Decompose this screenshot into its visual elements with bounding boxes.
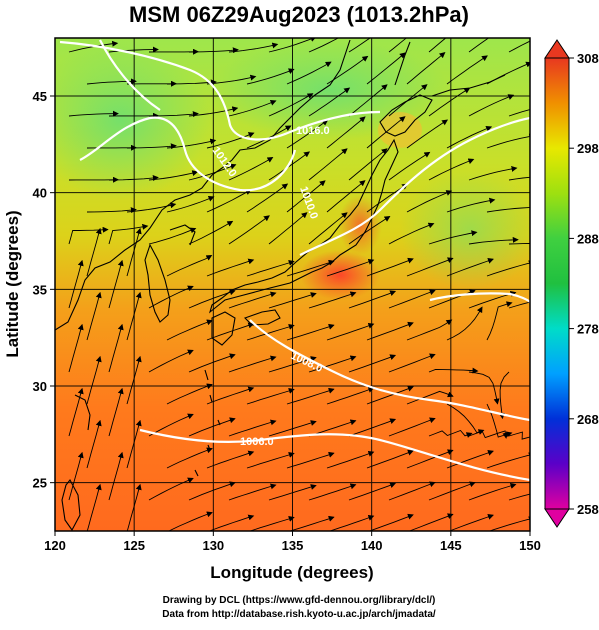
x-tick-label: 130 xyxy=(202,538,224,553)
x-tick-label: 135 xyxy=(282,538,304,553)
x-tick-label: 140 xyxy=(361,538,383,553)
x-tick-label: 145 xyxy=(440,538,462,553)
y-axis: 25 30 35 40 45 xyxy=(33,89,55,491)
y-tick-label: 25 xyxy=(33,476,47,491)
warm-region xyxy=(300,250,380,300)
isobar-label: 1006.0 xyxy=(240,436,274,448)
map-area: 1016.0 1012.0 1010.0 1008.0 1006.0 xyxy=(30,21,558,532)
credit-data: Data from http://database.rish.kyoto-u.a… xyxy=(162,609,436,620)
cool-region xyxy=(30,40,210,200)
x-tick-label: 150 xyxy=(519,538,541,553)
x-axis: 120 125 130 135 140 145 150 xyxy=(44,531,541,553)
y-tick-label: 30 xyxy=(33,379,47,394)
cool-region xyxy=(400,170,540,290)
y-axis-title: Latitude (degrees) xyxy=(3,210,22,357)
colorbar-max-triangle xyxy=(545,40,569,58)
x-tick-label: 125 xyxy=(123,538,145,553)
colorbar-tick-label: 298 xyxy=(577,141,599,156)
map-title: MSM 06Z29Aug2023 (1013.2hPa) xyxy=(129,2,469,27)
colorbar-ticks: 308 298 288 278 268 258 xyxy=(569,51,599,517)
isobar-label: 1016.0 xyxy=(296,125,330,137)
x-tick-label: 120 xyxy=(44,538,66,553)
colorbar-scale xyxy=(545,58,569,509)
colorbar: 308 298 288 278 268 258 xyxy=(545,40,599,527)
colorbar-tick-label: 278 xyxy=(577,322,599,337)
y-tick-label: 35 xyxy=(33,282,47,297)
x-axis-title: Longitude (degrees) xyxy=(210,563,373,582)
colorbar-tick-label: 258 xyxy=(577,502,599,517)
colorbar-tick-label: 308 xyxy=(577,51,599,66)
y-tick-label: 40 xyxy=(33,186,47,201)
y-tick-label: 45 xyxy=(33,89,47,104)
colorbar-tick-label: 288 xyxy=(577,231,599,246)
credit-drawing: Drawing by DCL (https://www.gfd-dennou.o… xyxy=(163,595,436,606)
colorbar-tick-label: 268 xyxy=(577,412,599,427)
colorbar-min-triangle xyxy=(545,509,569,527)
